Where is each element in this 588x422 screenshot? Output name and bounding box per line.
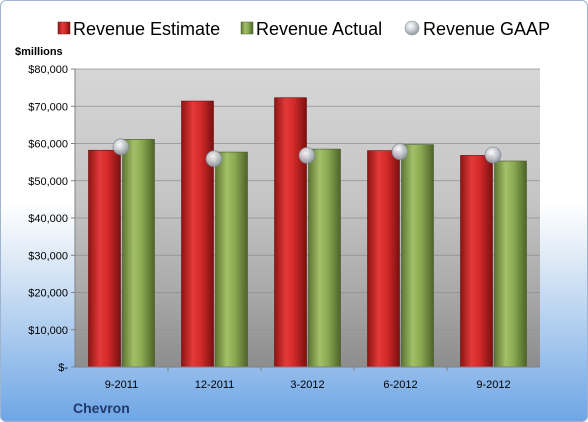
legend-item-revenue-estimate[interactable]: Revenue Estimate [57,19,220,39]
bar-revenue-estimate[interactable] [88,149,121,368]
y-axis-unit-label: $millions [15,46,63,58]
legend-item-revenue-gaap[interactable]: Revenue GAAP [404,19,550,39]
gaap-markers [112,138,502,168]
marker-revenue-gaap[interactable] [205,150,223,168]
y-tick-label: $30,000 [28,250,68,262]
bar-revenue-estimate[interactable] [367,150,400,368]
x-tick-label: 9-2011 [105,379,138,391]
y-axis-ticks: $- $10,000 $20,000 $30,000 $40,000 $50,000 $60… [28,64,75,374]
bar-revenue-estimate[interactable] [274,97,307,368]
bar-revenue-actual[interactable] [122,139,155,368]
y-tick-label: $20,000 [28,288,68,300]
y-tick-label: $50,000 [28,176,68,188]
y-tick-label: $80,000 [28,64,68,76]
marker-revenue-gaap[interactable] [298,147,316,164]
marker-revenue-gaap[interactable] [112,138,130,156]
bar-revenue-actual[interactable] [401,144,434,368]
bar-revenue-estimate[interactable] [460,155,493,368]
legend-swatch-revenue-estimate [57,21,71,35]
y-tick-label: $60,000 [28,139,68,151]
company-name: Chevron [73,400,130,416]
legend-swatch-revenue-gaap [404,20,420,36]
x-tick-label: 3-2012 [290,379,324,391]
legend-label-revenue-gaap: Revenue GAAP [423,19,550,39]
x-tick-label: 9-2012 [476,379,510,391]
y-tick-label: $40,000 [28,213,68,225]
y-tick-label: $70,000 [28,101,68,113]
legend-swatch-revenue-actual [240,21,254,35]
bar-revenue-actual[interactable] [215,151,248,368]
legend-label-revenue-estimate: Revenue Estimate [73,19,220,39]
x-tick-label: 12-2011 [195,379,235,391]
y-tick-label: $10,000 [28,325,68,337]
x-tick-label: 6-2012 [383,379,417,391]
bar-revenue-actual[interactable] [494,160,527,368]
x-axis-ticks: 9-2011 12-2011 3-2012 6-2012 9-2012 [105,367,511,391]
bar-revenue-estimate[interactable] [181,100,214,368]
y-tick-label: $- [58,362,68,374]
bars [88,97,527,368]
marker-revenue-gaap[interactable] [391,143,409,161]
marker-revenue-gaap[interactable] [484,146,502,164]
legend: Revenue Estimate Revenue Actual Revenue … [57,19,550,39]
legend-label-revenue-actual: Revenue Actual [256,19,382,39]
legend-item-revenue-actual[interactable]: Revenue Actual [240,19,382,39]
bar-revenue-actual[interactable] [308,148,341,368]
